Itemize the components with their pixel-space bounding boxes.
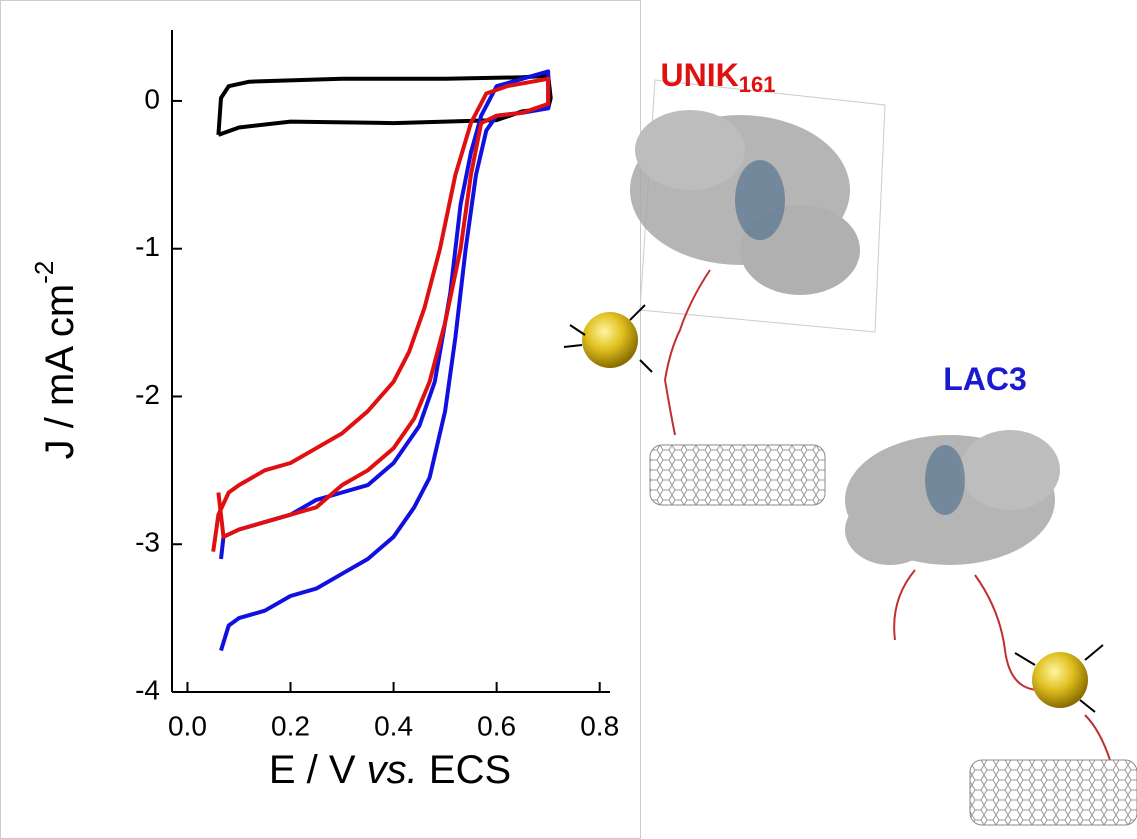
x-axis-label: E / V vs. ECS: [269, 748, 511, 792]
x-label-unit: ECS: [429, 748, 511, 792]
annotation: LAC3: [943, 361, 1027, 397]
y-label-superscript: -2: [29, 261, 59, 284]
panel-frame: [0, 0, 641, 839]
cv-curve: [219, 69, 551, 652]
cv-curve: [211, 76, 551, 552]
x-tick-label: 0.6: [477, 710, 516, 741]
y-tick-label: -2: [135, 379, 160, 410]
y-tick-label: 0: [144, 83, 160, 114]
y-label-main: J / mA cm: [38, 284, 82, 460]
y-tick-label: -1: [135, 231, 160, 262]
annotation-subscript: 161: [739, 72, 776, 97]
x-tick-label: 0.0: [168, 710, 207, 741]
y-axis-label: J / mA cm-2: [29, 261, 82, 460]
x-tick-label: 0.2: [271, 710, 310, 741]
annotation-text: LAC3: [943, 361, 1027, 397]
x-label-main: E / V: [269, 748, 356, 792]
x-label-italic: vs.: [367, 748, 418, 792]
x-tick-label: 0.8: [580, 710, 619, 741]
annotation: UNIK161: [661, 57, 776, 96]
y-tick-label: -3: [135, 527, 160, 558]
annotation-text: UNIK: [661, 57, 739, 93]
y-tick-label: -4: [135, 674, 160, 705]
illustration-lac3: [845, 430, 1137, 826]
illustration-unik: [563, 79, 886, 506]
x-tick-label: 0.4: [374, 710, 413, 741]
